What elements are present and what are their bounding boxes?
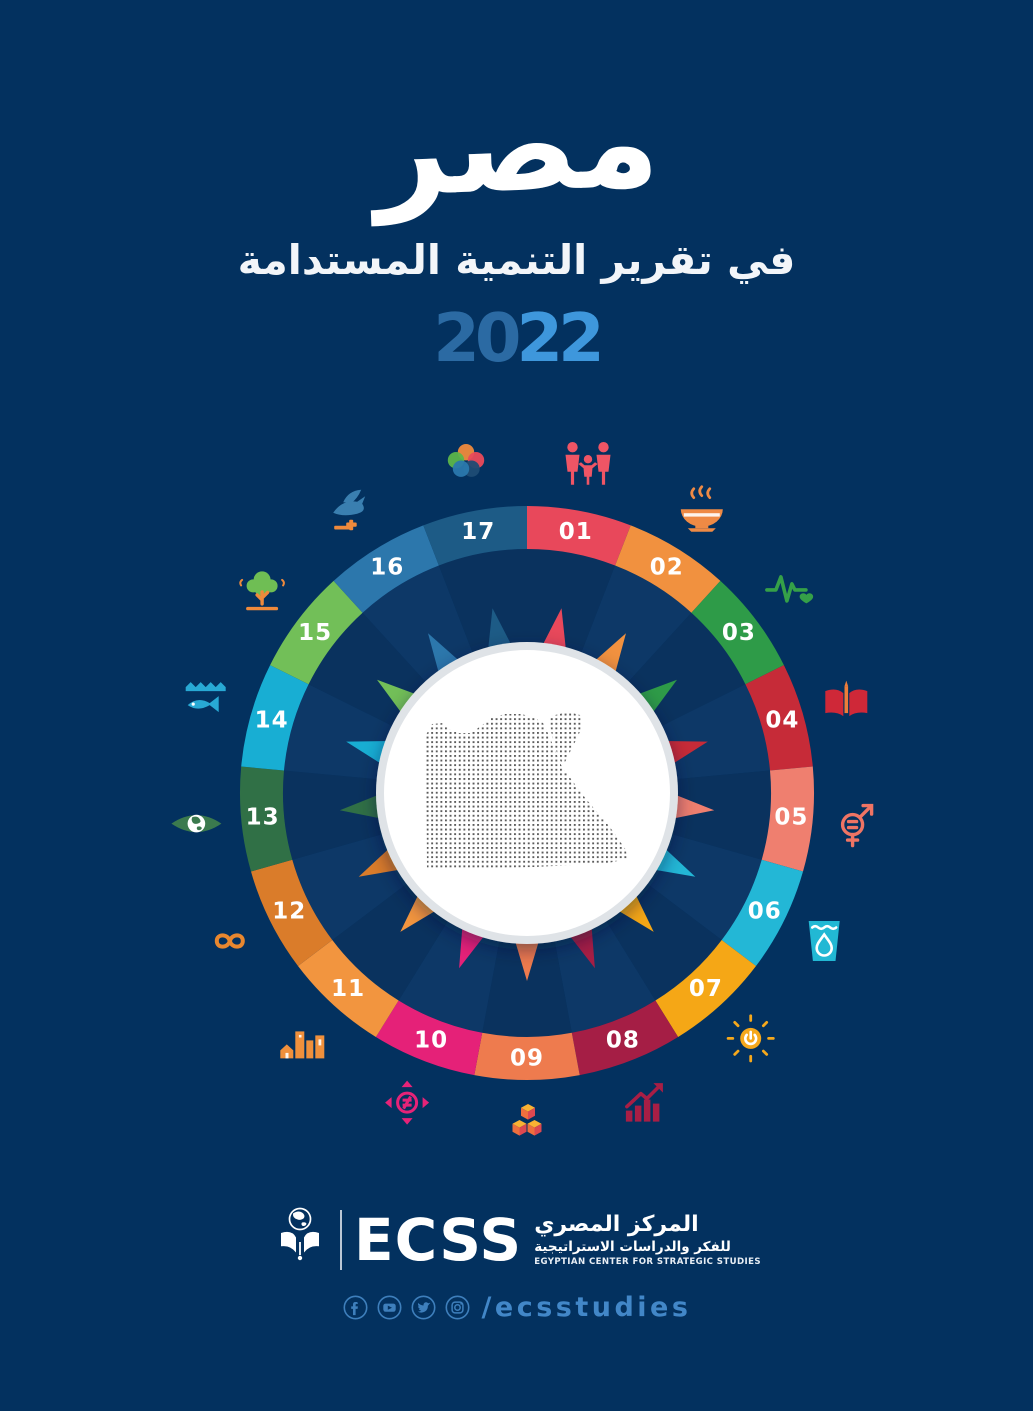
good-health-heartbeat-icon bbox=[765, 575, 814, 604]
education-book-icon bbox=[825, 680, 868, 717]
segment-number: 03 bbox=[722, 620, 756, 646]
segment-number: 06 bbox=[748, 898, 782, 924]
segment-number: 15 bbox=[298, 620, 332, 646]
sdg-segment: 04 bbox=[745, 665, 813, 771]
segment-number: 12 bbox=[272, 898, 306, 924]
responsible-consumption-infinity-icon bbox=[214, 933, 245, 949]
segment-number: 08 bbox=[606, 1028, 640, 1054]
egypt-calligraphy-title: مصر bbox=[371, 67, 662, 226]
sdg-segment: 17 bbox=[423, 506, 527, 566]
sdg-segment: 14 bbox=[241, 665, 309, 771]
sdg-wheel-svg: 01 02 03 04 05 06 07 08 09 10 11 12 13 1… bbox=[171, 442, 874, 1136]
ecss-logo: ECSS المركز المصري للفكر والدراسات الاست… bbox=[0, 1205, 1033, 1275]
facebook-icon bbox=[342, 1294, 369, 1321]
sdg-segment: 08 bbox=[571, 1000, 679, 1076]
segment-number: 05 bbox=[774, 805, 808, 831]
youtube-icon bbox=[376, 1294, 403, 1321]
segment-number: 14 bbox=[255, 707, 289, 733]
ecss-english-caption: EGYPTIAN CENTER FOR STRATEGIC STUDIES bbox=[534, 1257, 761, 1267]
sdg-segment: 11 bbox=[298, 940, 399, 1037]
ecss-wordmark: ECSS bbox=[353, 1206, 523, 1274]
life-on-land-tree-icon bbox=[239, 571, 285, 611]
egypt-dotted-map bbox=[426, 712, 627, 869]
sdg-segment: 16 bbox=[333, 525, 439, 613]
zero-hunger-bowl-icon bbox=[680, 485, 723, 532]
ecss-logo-text: المركز المصري للفكر والدراسات الاستراتيج… bbox=[534, 1212, 761, 1268]
segment-number: 02 bbox=[650, 554, 684, 580]
sdg-segment: 13 bbox=[239, 766, 293, 872]
sdg-segment: 05 bbox=[761, 766, 815, 872]
ecss-arabic-subname: للفكر والدراسات الاستراتيجية bbox=[534, 1239, 731, 1255]
industry-innovation-cubes-icon bbox=[512, 1104, 542, 1136]
segment-number: 10 bbox=[414, 1028, 448, 1054]
sdg-segment: 02 bbox=[615, 525, 721, 613]
year-2022: 20 22 bbox=[0, 303, 1033, 373]
reduced-inequalities-icon bbox=[385, 1080, 430, 1125]
twitter-icon bbox=[410, 1294, 437, 1321]
peace-justice-dove-icon bbox=[333, 489, 366, 531]
clean-energy-sun-icon bbox=[726, 1014, 775, 1063]
segment-number: 16 bbox=[370, 554, 404, 580]
economic-growth-chart-icon bbox=[625, 1083, 663, 1122]
sdg-segment: 03 bbox=[691, 580, 784, 685]
segment-number: 17 bbox=[461, 519, 495, 545]
segment-number: 01 bbox=[559, 519, 593, 545]
report-subtitle: في تقرير التنمية المستدامة bbox=[237, 236, 796, 284]
sdg-segment: 07 bbox=[655, 940, 756, 1037]
sdg-segment: 15 bbox=[270, 580, 363, 685]
social-handle: /ecsstudies bbox=[481, 1292, 692, 1323]
sdg-segment: 12 bbox=[251, 859, 333, 966]
segment-number: 09 bbox=[510, 1046, 544, 1072]
partnerships-circles-icon bbox=[447, 444, 485, 477]
sdg-segment: 10 bbox=[375, 1000, 483, 1076]
sdg-segment: 06 bbox=[721, 859, 803, 966]
life-below-water-fish-icon bbox=[185, 682, 226, 713]
social-bar: /ecsstudies bbox=[0, 1294, 1033, 1321]
sdg-segment: 09 bbox=[474, 1032, 580, 1080]
sdg-segment: 01 bbox=[527, 506, 631, 566]
segment-number: 04 bbox=[765, 707, 799, 733]
social-icons bbox=[342, 1294, 471, 1321]
clean-water-glass-icon bbox=[808, 921, 840, 961]
sustainable-cities-icon bbox=[280, 1031, 325, 1059]
year-second-digits: 22 bbox=[516, 299, 605, 377]
no-poverty-family-icon bbox=[565, 442, 611, 485]
ecss-arabic-name: المركز المصري bbox=[534, 1212, 699, 1237]
logo-divider bbox=[339, 1210, 342, 1270]
climate-action-eye-icon bbox=[171, 814, 222, 833]
sdg-wheel: 01 02 03 04 05 06 07 08 09 10 11 12 13 1… bbox=[137, 403, 917, 1183]
instagram-icon bbox=[444, 1294, 471, 1321]
book-globe-icon bbox=[272, 1205, 328, 1275]
year-first-digits: 20 bbox=[433, 299, 521, 377]
segment-number: 07 bbox=[689, 976, 723, 1002]
segment-number: 11 bbox=[331, 976, 365, 1002]
segment-number: 13 bbox=[246, 805, 280, 831]
gender-equality-icon bbox=[840, 803, 874, 848]
